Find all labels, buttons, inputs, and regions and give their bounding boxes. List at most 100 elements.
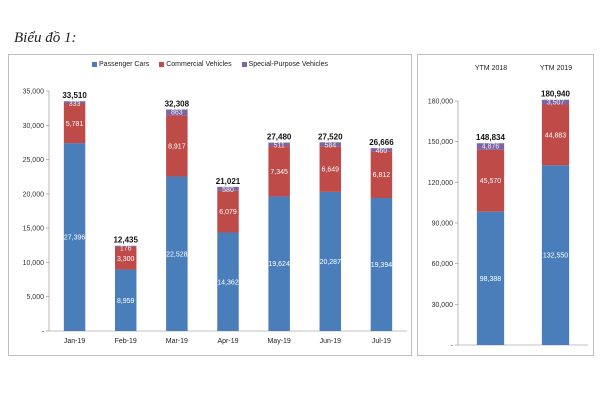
- total-label: 32,308: [165, 99, 190, 108]
- bar-segment-commercial: [476, 149, 505, 212]
- legend-item-special: Special-Purpose Vehicles: [241, 61, 328, 68]
- x-category-label: Mar-19: [166, 338, 188, 345]
- data-label-commercial: 5,781: [66, 121, 84, 128]
- legend-swatch-special: [241, 62, 247, 67]
- y-tick-label: 20,000: [23, 191, 45, 198]
- legend-swatch-commercial: [159, 62, 165, 67]
- data-label-special: 511: [274, 143, 285, 150]
- data-label-passenger: 8,959: [117, 298, 135, 305]
- data-label-special: 4,876: [482, 144, 500, 151]
- ytm-stacked-bar-chart: - 30,000 60,000 90,000 120,000 150,000 180,000…: [428, 90, 588, 350]
- chart-legend: Passenger Cars Commercial Vehicles Speci…: [9, 61, 411, 68]
- bar-segment-special: [319, 142, 342, 147]
- bar-segment-special: [370, 148, 393, 152]
- y-tick-label: 5,000: [26, 294, 44, 301]
- legend-item-commercial: Commercial Vehicles: [159, 61, 232, 68]
- y-tick-label: 35,000: [23, 89, 45, 96]
- bar-segment-special: [476, 143, 505, 150]
- bar-segment-special: [541, 99, 570, 105]
- total-label: 12,435: [113, 236, 138, 245]
- bar-segment-passenger: [166, 176, 188, 331]
- data-label-commercial: 6,812: [373, 172, 391, 179]
- y-tick-label: 15,000: [23, 226, 45, 233]
- bar-segment-commercial: [541, 104, 570, 166]
- bar-segment-special: [114, 245, 137, 247]
- bar-segment-passenger: [476, 211, 505, 345]
- bar-segment-passenger: [217, 232, 239, 331]
- data-label-passenger: 27,396: [64, 235, 86, 242]
- data-label-commercial: 6,079: [219, 209, 237, 216]
- ytm-2018-header: YTM 2018: [474, 65, 508, 72]
- x-category-label: Apr-19: [217, 338, 238, 345]
- legend-label-commercial: Commercial Vehicles: [166, 61, 232, 68]
- bar-segment-special: [166, 109, 188, 116]
- y-tick-label: 90,000: [432, 221, 454, 228]
- y-tick-label: 180,000: [428, 99, 453, 106]
- bar-segment-special: [63, 101, 86, 104]
- legend-swatch-passenger: [92, 62, 98, 67]
- page-title: Biểu đồ 1:: [14, 30, 77, 46]
- bar-segment-passenger: [541, 165, 570, 345]
- data-label-commercial: 7,345: [270, 169, 288, 176]
- bar-segment-passenger: [268, 196, 290, 331]
- total-label: 27,480: [267, 133, 292, 142]
- total-label: 33,510: [62, 91, 87, 100]
- bar-segment-commercial: [217, 190, 239, 233]
- monthly-stacked-bar-chart: - 5,000 10,000 15,000 20,000 25,000 30,000 35,0…: [23, 89, 407, 345]
- bar-segment-special: [217, 186, 239, 191]
- data-label-commercial: 44,883: [545, 132, 567, 139]
- legend-label-passenger: Passenger Cars: [99, 61, 150, 68]
- y-tick-label: 60,000: [432, 261, 454, 268]
- data-label-commercial: 8,917: [168, 143, 186, 150]
- y-tick-label: -: [451, 343, 454, 350]
- data-label-special: 176: [120, 246, 132, 253]
- data-label-passenger: 19,624: [268, 261, 290, 268]
- total-label: 27,520: [318, 132, 343, 141]
- data-label-passenger: 20,287: [320, 259, 342, 266]
- y-tick-label: -: [42, 329, 45, 336]
- bar-segment-commercial: [319, 146, 342, 192]
- y-tick-label: 30,000: [432, 302, 454, 309]
- ytm-chart-panel: YTM 2018 YTM 2019 - 30,000 60,000 90,000 120…: [417, 54, 594, 356]
- legend-item-passenger: Passenger Cars: [92, 61, 149, 68]
- data-label-special: 580: [222, 187, 234, 194]
- data-label-special: 863: [171, 109, 183, 116]
- data-label-special: 584: [324, 142, 336, 149]
- bar-segment-commercial: [63, 103, 86, 144]
- data-label-commercial: 45,570: [480, 178, 502, 185]
- bar-segment-passenger: [63, 143, 86, 331]
- y-tick-label: 30,000: [23, 123, 45, 130]
- y-tick-label: 25,000: [23, 157, 45, 164]
- ytm-2019-header: YTM 2019: [539, 65, 573, 72]
- x-category-label: Feb-19: [115, 338, 137, 345]
- total-label: 26,666: [369, 138, 394, 147]
- monthly-chart-panel: Passenger Cars Commercial Vehicles Speci…: [8, 54, 412, 356]
- bar-segment-passenger: [319, 191, 342, 331]
- total-label: 21,021: [216, 177, 241, 186]
- y-tick-label: 120,000: [428, 180, 453, 187]
- y-tick-label: 150,000: [428, 139, 453, 146]
- x-category-label: Jun-19: [320, 338, 342, 345]
- total-label: 148,834: [476, 133, 505, 142]
- bar-segment-passenger: [370, 198, 393, 331]
- total-label: 180,940: [541, 90, 570, 99]
- legend-label-special: Special-Purpose Vehicles: [248, 61, 328, 68]
- data-label-passenger: 132,550: [543, 253, 568, 260]
- x-category-label: May-19: [267, 338, 290, 345]
- bar-segment-commercial: [370, 151, 393, 199]
- x-category-label: Jul-19: [372, 338, 391, 345]
- data-label-commercial: 6,649: [322, 167, 340, 174]
- data-label-special: 333: [69, 101, 81, 108]
- data-label-passenger: 14,362: [217, 279, 239, 286]
- bar-segment-special: [268, 142, 290, 147]
- data-label-special: 3,507: [547, 100, 565, 107]
- bar-segment-commercial: [166, 115, 188, 177]
- data-label-special: 460: [376, 148, 388, 155]
- data-label-passenger: 98,388: [480, 276, 502, 283]
- data-label-passenger: 22,528: [166, 251, 188, 258]
- data-label-commercial: 3,300: [117, 256, 135, 263]
- y-tick-label: 10,000: [23, 260, 45, 267]
- bar-segment-commercial: [114, 246, 137, 270]
- x-category-label: Jan-19: [64, 338, 86, 345]
- data-label-passenger: 19,394: [371, 262, 393, 269]
